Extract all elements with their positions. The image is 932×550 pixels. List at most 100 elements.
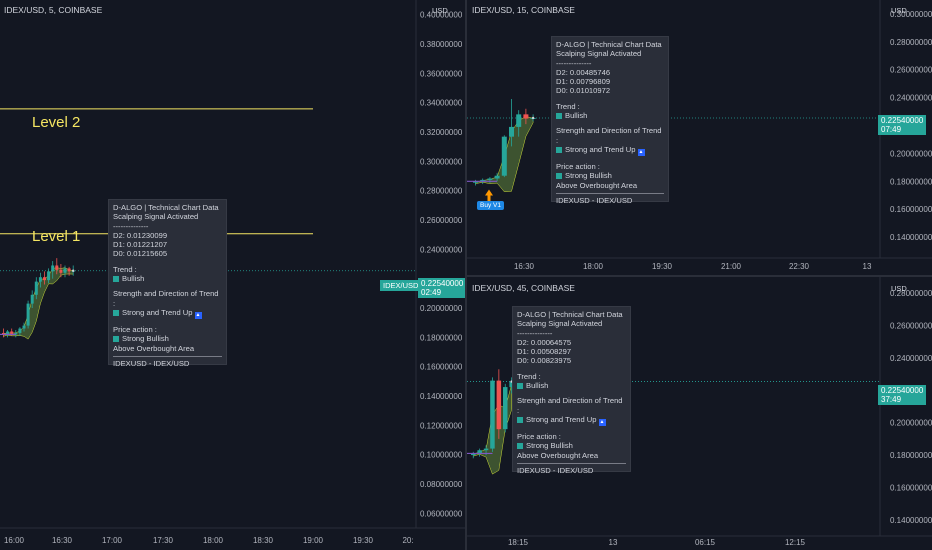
chart-canvas-5m[interactable]: 0.40000000 0.38000000 0.36000000 0.34000000… — [0, 0, 465, 550]
tooltip-footer: IDEXUSD - IDEX/USD — [556, 195, 633, 205]
price-tick-label: 0.24000000 — [890, 354, 932, 363]
time-tick-label: 06:15 — [695, 538, 716, 547]
chart-panel-15m[interactable]: 0.30000000 0.28000000 0.26000000 0.24000000… — [467, 0, 932, 275]
tooltip-d2: D2: 0.00064575 — [517, 337, 572, 347]
candle-body — [509, 126, 514, 137]
candle-body — [10, 331, 14, 335]
chart-panel-5m[interactable]: 0.40000000 0.38000000 0.36000000 0.34000000… — [0, 0, 465, 550]
price-tick-label: 0.08000000 — [420, 480, 463, 489]
tooltip-action-note: Above Overbought Area — [517, 450, 599, 460]
candle-body — [30, 294, 34, 304]
tooltip-strength-value: Strong and Trend Up — [526, 414, 597, 424]
price-tick-label: 0.16000000 — [890, 483, 932, 492]
currency-label[interactable]: USD — [891, 6, 907, 15]
candle-body — [487, 178, 493, 180]
candle-body — [496, 380, 502, 430]
candle-body — [516, 114, 522, 127]
candle-body — [34, 281, 38, 295]
candle-body — [14, 332, 18, 335]
panel-divider-horizontal[interactable] — [467, 275, 932, 277]
tooltip-dashes: -------------- — [517, 328, 553, 338]
chart-canvas-15m[interactable]: 0.30000000 0.28000000 0.26000000 0.24000000… — [467, 0, 932, 275]
price-tick-label: 0.14000000 — [890, 516, 932, 525]
candle-body — [523, 114, 529, 119]
tooltip-trend-label: Trend : — [113, 264, 137, 274]
panel-title: IDEX/USD, 15, COINBASE — [472, 5, 575, 15]
candle-body — [18, 328, 22, 333]
price-tick-label: 0.18000000 — [420, 333, 463, 342]
tooltip-footer: IDEXUSD - IDEX/USD — [113, 358, 190, 368]
last-price-value: 0.22540000 — [881, 386, 924, 395]
currency-label[interactable]: USD — [432, 6, 448, 15]
time-tick-label: 16:30 — [52, 536, 73, 545]
time-tick-label: 21:00 — [721, 262, 742, 271]
time-tick-label: 19:30 — [353, 536, 374, 545]
panel-title: IDEX/USD, 5, COINBASE — [4, 5, 103, 15]
candle-body — [59, 269, 63, 273]
tooltip-d0: D0: 0.00823975 — [517, 356, 572, 366]
green-square-icon — [113, 276, 119, 283]
price-tick-label: 0.20000000 — [890, 419, 932, 428]
tooltip-header: D-ALGO | Technical Chart Data — [517, 310, 623, 319]
price-tick-label: 0.10000000 — [420, 451, 463, 460]
time-tick-label: 16:30 — [514, 262, 535, 271]
tooltip-d0: D0: 0.01215605 — [113, 249, 168, 259]
tooltip-d1: D1: 0.00796809 — [556, 77, 611, 87]
level-2-label: Level 2 — [32, 114, 81, 131]
green-square-icon — [517, 383, 523, 390]
green-square-icon — [113, 309, 119, 316]
candle-body — [63, 268, 67, 273]
tooltip-d1: D1: 0.01221207 — [113, 240, 168, 250]
tooltip-footer: IDEXUSD - IDEX/USD — [517, 465, 594, 475]
tooltip-strength-label: Strength and Direction of Trend : — [556, 126, 662, 145]
candle-body — [480, 179, 486, 182]
panel-divider-vertical[interactable] — [465, 0, 467, 550]
candle-body — [55, 265, 59, 270]
chart-canvas-45m[interactable]: 0.28000000 0.26000000 0.24000000 0.20000000… — [467, 277, 932, 550]
currency-label[interactable]: USD — [891, 284, 907, 293]
up-triangle-icon: ▲ — [598, 418, 606, 426]
dalgo-tooltip: D-ALGO | Technical Chart Data Scalping S… — [512, 306, 631, 475]
price-tick-label: 0.12000000 — [420, 421, 463, 430]
candle-body — [38, 277, 42, 282]
bar-countdown: 37:49 — [881, 395, 902, 404]
price-tick-label: 0.40000000 — [420, 11, 463, 20]
tooltip-trend-value: Bullish — [565, 111, 588, 121]
price-tick-label: 0.16000000 — [890, 205, 932, 214]
price-tick-label: 0.30000000 — [420, 157, 463, 166]
price-tick-label: 0.26000000 — [420, 216, 463, 225]
tooltip-trend-value: Bullish — [122, 274, 145, 284]
green-square-icon — [517, 416, 523, 423]
tooltip-action-note: Above Overbought Area — [556, 180, 638, 190]
price-tick-label: 0.14000000 — [890, 233, 932, 242]
price-tick-label: 0.20000000 — [420, 304, 463, 313]
green-square-icon — [113, 336, 119, 343]
tooltip-action-value: Strong Bullish — [565, 171, 612, 181]
price-tick-label: 0.06000000 — [420, 509, 463, 518]
candle-body — [67, 268, 71, 272]
tooltip-trend-label: Trend : — [556, 101, 580, 111]
price-tick-label: 0.16000000 — [420, 363, 463, 372]
time-tick-label: 20: — [402, 536, 413, 545]
chart-panel-45m[interactable]: 0.28000000 0.26000000 0.24000000 0.20000000… — [467, 277, 932, 550]
up-triangle-icon: ▲ — [194, 311, 202, 319]
tooltip-trend-label: Trend : — [517, 371, 541, 381]
tooltip-dashes: -------------- — [113, 221, 149, 231]
symbol-tag: IDEX/USD — [380, 280, 422, 291]
tooltip-d1: D1: 0.00508297 — [517, 347, 572, 357]
last-price-badge: 0.22540000 37:49 — [878, 385, 927, 405]
price-tick-label: 0.14000000 — [420, 392, 463, 401]
tooltip-subheader: Scalping Signal Activated — [113, 212, 199, 222]
time-tick-label: 19:30 — [652, 262, 673, 271]
tooltip-strength-value: Strong and Trend Up — [122, 307, 193, 317]
bar-countdown: 02:49 — [421, 288, 442, 297]
green-square-icon — [556, 173, 562, 180]
bar-countdown: 07:49 — [881, 125, 902, 134]
candle-body — [501, 136, 507, 176]
tooltip-action-label: Price action : — [556, 161, 600, 171]
tooltip-trend-value: Bullish — [526, 381, 549, 391]
trend-cloud — [3, 267, 74, 340]
tooltip-header: D-ALGO | Technical Chart Data — [556, 40, 662, 49]
green-square-icon — [556, 113, 562, 120]
candle-body — [509, 381, 514, 388]
